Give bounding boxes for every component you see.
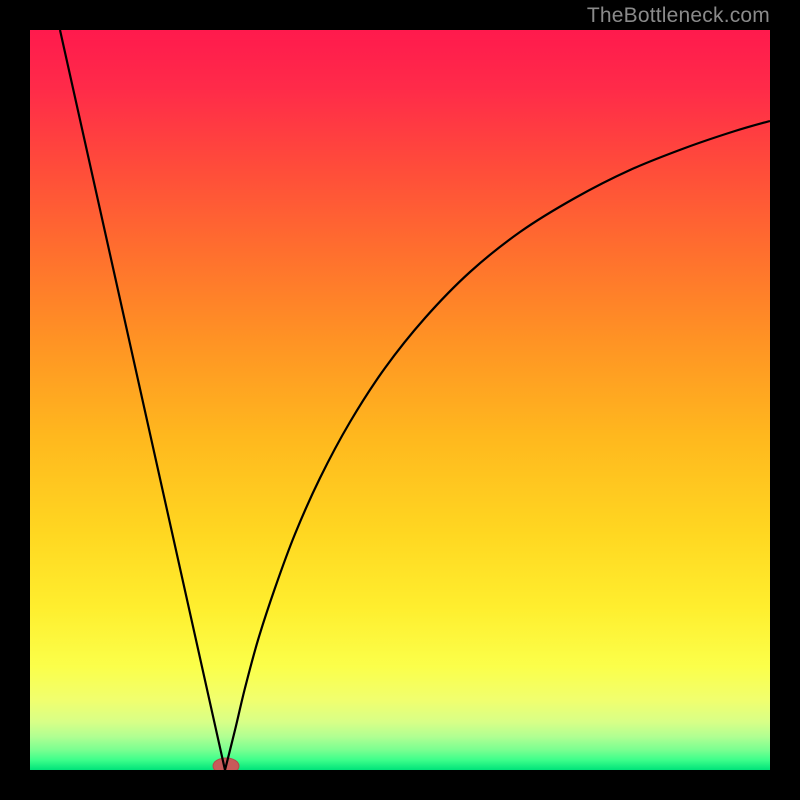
chart-frame: TheBottleneck.com	[0, 0, 800, 800]
watermark-text: TheBottleneck.com	[587, 4, 770, 28]
plot-svg	[30, 30, 770, 770]
chart-background	[30, 30, 770, 770]
